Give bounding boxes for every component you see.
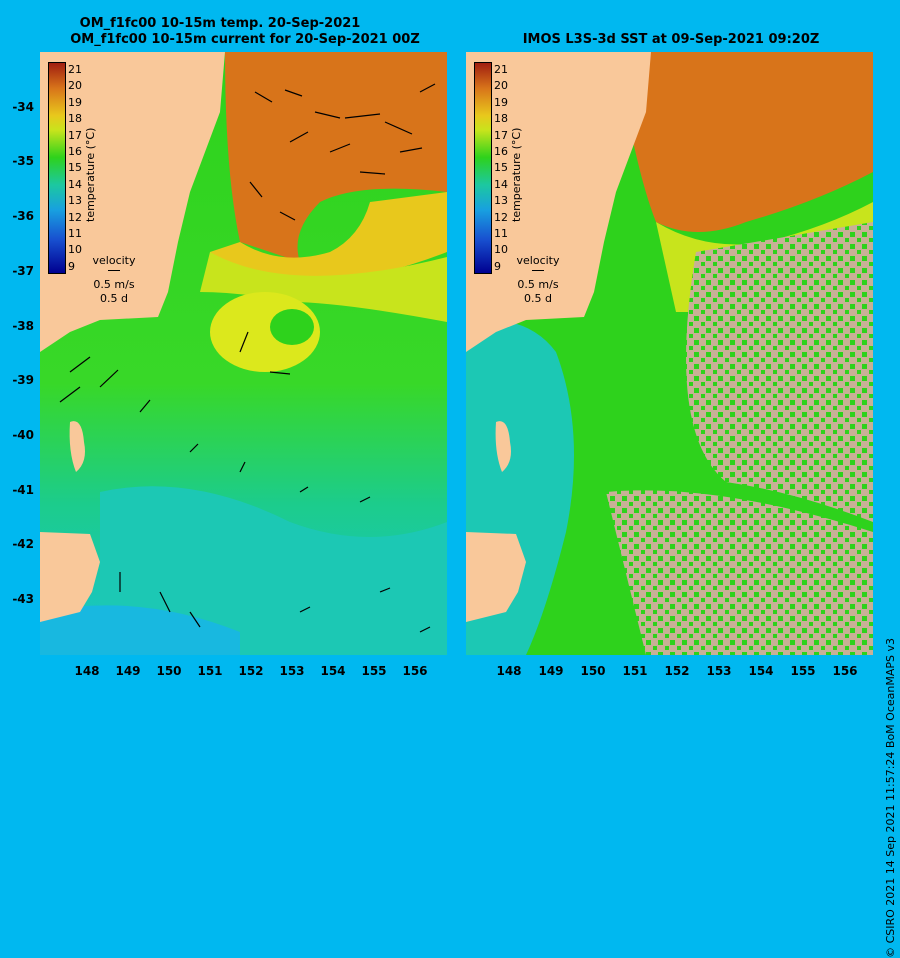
credit-text: © CSIRO 2021 14 Sep 2021 11:57:24 BoM Oc… [884, 638, 897, 958]
left-map[interactable] [40, 52, 447, 655]
right-panel-title: IMOS L3S-3d SST at 09-Sep-2021 09:20Z [522, 32, 820, 47]
left-colorbar-label: temperature (°C) [84, 127, 97, 222]
left-panel-title-1: OM_f1fc00 10-15m temp. 20-Sep-2021 [79, 16, 361, 31]
mainland [40, 52, 225, 352]
left-colorbar [48, 62, 66, 274]
left-colorbar-ticks: 21 20 19 18 17 16 15 14 13 12 11 10 9 [68, 63, 82, 273]
left-panel-title-2: OM_f1fc00 10-15m current for 20-Sep-2021… [70, 32, 420, 47]
right-colorbar [474, 62, 492, 274]
right-colorbar-ticks: 21 20 19 18 17 16 15 14 13 12 11 10 9 [494, 63, 508, 273]
left-velocity-key: velocity 0.5 m/s 0.5 d [92, 254, 136, 305]
tasmania-coast [40, 532, 100, 622]
right-velocity-key: velocity 0.5 m/s 0.5 d [516, 254, 560, 305]
right-map[interactable] [466, 52, 873, 655]
current-arrows [59, 83, 436, 633]
right-colorbar-label: temperature (°C) [510, 127, 523, 222]
flinders-island [69, 421, 85, 472]
cloud-mask [686, 222, 873, 522]
